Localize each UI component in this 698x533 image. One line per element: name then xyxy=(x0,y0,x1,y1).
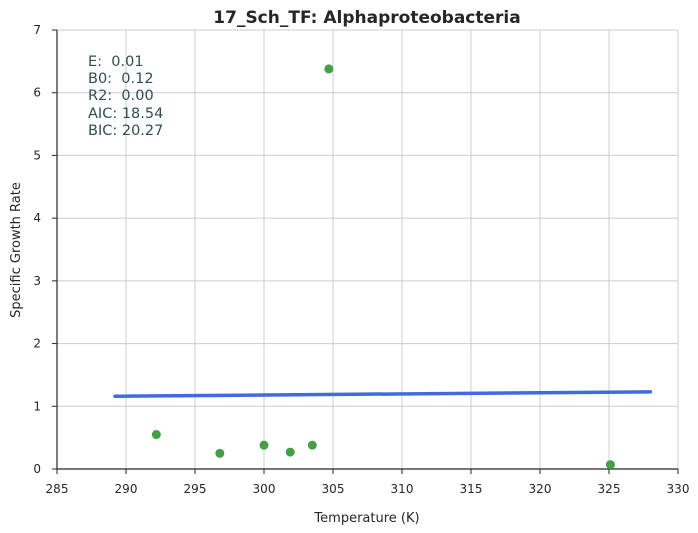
x-axis-label: Temperature (K) xyxy=(313,511,419,526)
data-point xyxy=(285,447,295,457)
x-tick-label: 305 xyxy=(322,482,345,496)
y-tick-labels: 0 1 2 3 4 5 6 7 xyxy=(33,23,57,476)
chart-title: 17_Sch_TF: Alphaproteobacteria xyxy=(213,8,520,28)
data-point xyxy=(307,440,317,450)
data-point xyxy=(259,440,269,450)
x-tick-label: 320 xyxy=(529,482,552,496)
stat-bic: BIC: 20.27 xyxy=(88,123,163,139)
x-tick-label: 295 xyxy=(184,482,207,496)
x-tick-labels: 285 290 295 300 305 310 315 320 325 330 xyxy=(46,469,690,496)
data-point xyxy=(215,448,225,458)
data-point xyxy=(324,64,334,74)
y-tick-label: 0 xyxy=(33,462,41,476)
stat-b0: B0: 0.12 xyxy=(88,71,154,87)
fit-line xyxy=(113,390,653,399)
x-tick-label: 330 xyxy=(667,482,690,496)
y-tick-label: 3 xyxy=(33,274,41,288)
fit-stats-annotation: E: 0.01 B0: 0.12 R2: 0.00 AIC: 18.54 BIC… xyxy=(88,54,163,139)
axes xyxy=(56,30,678,470)
y-tick-label: 6 xyxy=(33,86,41,100)
stat-aic: AIC: 18.54 xyxy=(88,106,163,122)
x-tick-label: 325 xyxy=(598,482,621,496)
data-point xyxy=(151,430,161,440)
x-tick-label: 300 xyxy=(253,482,276,496)
grid xyxy=(57,29,679,469)
x-tick-label: 285 xyxy=(46,482,69,496)
y-tick-label: 5 xyxy=(33,148,41,162)
y-tick-label: 7 xyxy=(33,23,41,37)
x-tick-label: 290 xyxy=(115,482,138,496)
y-tick-label: 1 xyxy=(33,399,41,413)
y-tick-label: 4 xyxy=(33,211,41,225)
data-point xyxy=(605,460,615,470)
y-tick-label: 2 xyxy=(33,337,41,351)
stat-r2: R2: 0.00 xyxy=(88,88,154,104)
y-axis-label: Specific Growth Rate xyxy=(9,182,24,318)
series-layer xyxy=(113,64,653,470)
x-tick-label: 310 xyxy=(391,482,414,496)
x-tick-label: 315 xyxy=(460,482,483,496)
stat-e: E: 0.01 xyxy=(88,54,144,70)
